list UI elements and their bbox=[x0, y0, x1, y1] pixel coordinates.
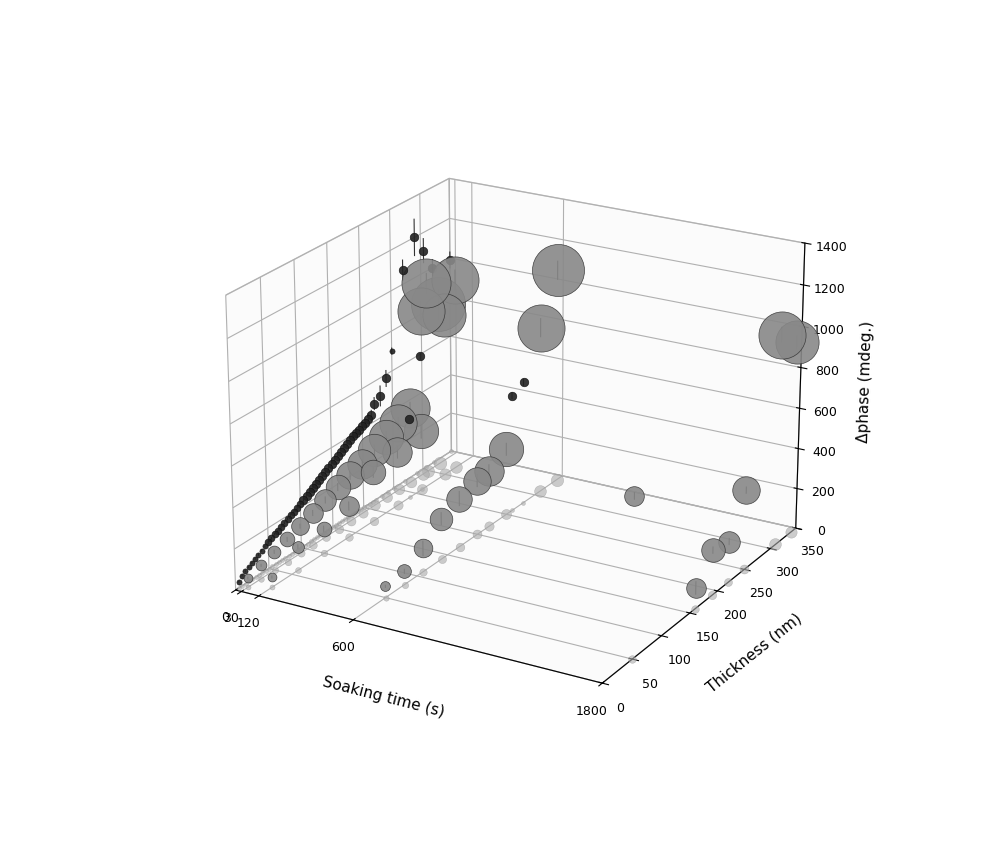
Y-axis label: Thickness (nm): Thickness (nm) bbox=[704, 611, 804, 696]
X-axis label: Soaking time (s): Soaking time (s) bbox=[321, 674, 446, 720]
